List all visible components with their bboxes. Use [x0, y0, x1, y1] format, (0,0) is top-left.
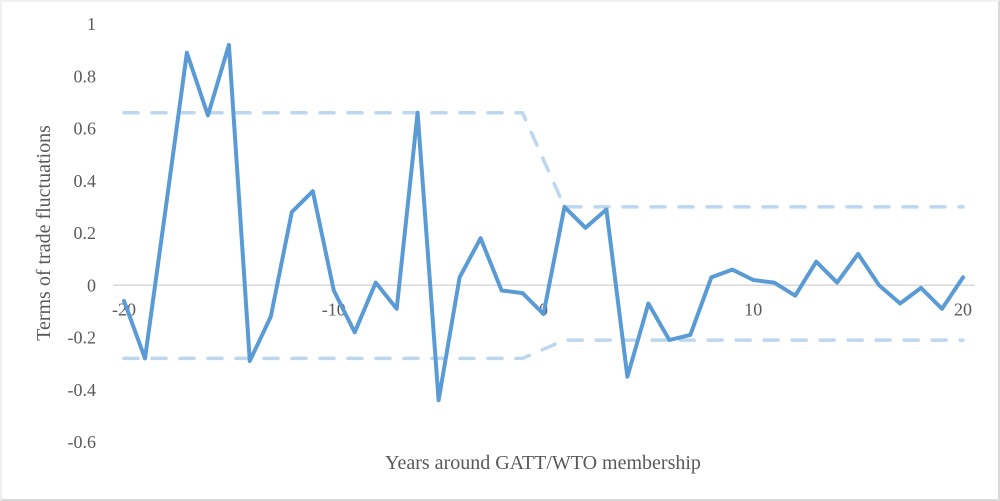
y-tick-label: 0: [87, 275, 96, 295]
y-tick-label: -0.4: [68, 380, 97, 400]
series-group: [122, 42, 965, 403]
upper-band-line: [122, 111, 965, 209]
y-tick-label: 1: [87, 14, 96, 34]
y-tick-label: 0.6: [74, 119, 97, 139]
lower-band-line: [122, 338, 965, 361]
x-tick-label: 20: [954, 299, 972, 319]
y-tick-label: 0.2: [74, 223, 97, 243]
x-axis-title: Years around GATT/WTO membership: [385, 452, 701, 474]
y-axis-ticks: 1 0.8 0.6 0.4 0.2 0 -0.2 -0.4 -0.6: [68, 14, 97, 452]
terms-of-trade-line: [122, 42, 965, 403]
y-axis-title: Terms of trade fluctuations: [33, 125, 55, 341]
y-tick-label: -0.6: [68, 432, 97, 452]
x-tick-label: 10: [744, 299, 762, 319]
y-tick-label: -0.2: [68, 328, 97, 348]
x-axis-ticks: -20 -10 0 10 20: [112, 299, 972, 319]
y-tick-label: 0.8: [74, 66, 97, 86]
y-tick-label: 0.4: [74, 171, 97, 191]
